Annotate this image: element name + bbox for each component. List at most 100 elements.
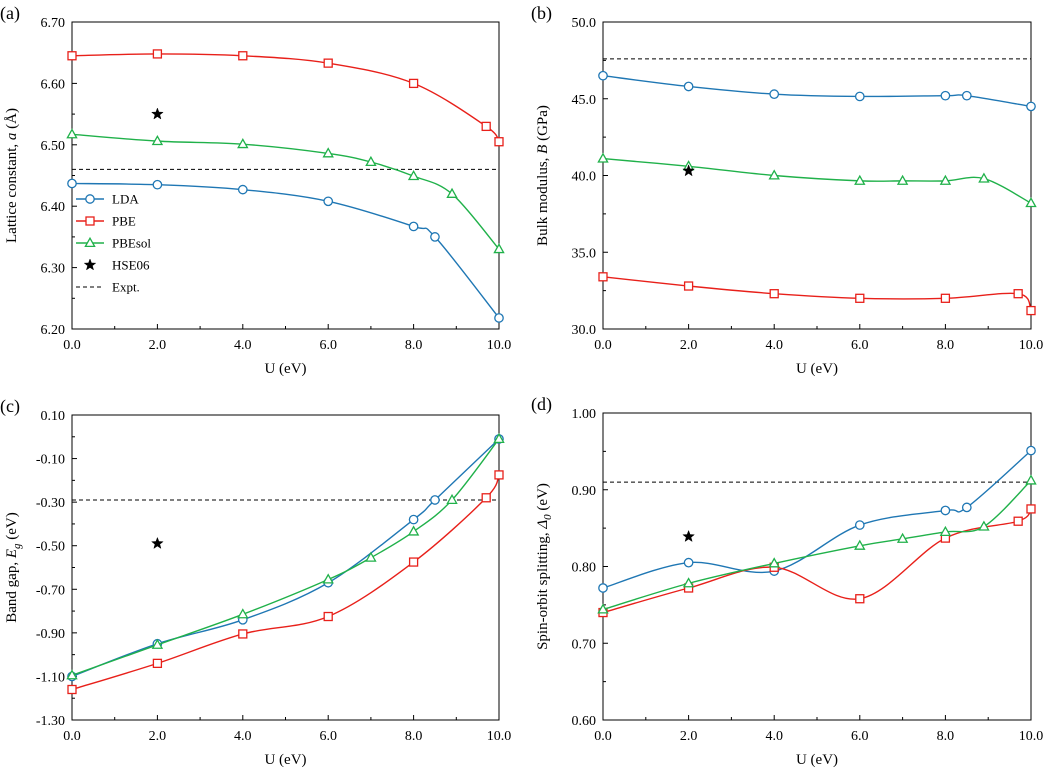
data-point-lda xyxy=(854,520,865,530)
data-point-pbe xyxy=(481,493,491,503)
x-tick-label: 6.0 xyxy=(851,338,869,353)
panel-a-lattice-constant: 0.0 2.0 4.0 6.0 8.0 10.0 6.20 6.30 6.40 6.50 6.60 6… xyxy=(0,3,511,377)
x-tick-label: 0.0 xyxy=(594,338,612,353)
data-point-pbe xyxy=(598,272,608,282)
data-point-pbesol xyxy=(939,525,952,537)
y-tick-label: 0.90 xyxy=(572,484,597,499)
x-tick-label: 8.0 xyxy=(937,338,955,353)
panel-label: (a) xyxy=(0,3,20,24)
data-point-pbe xyxy=(67,51,77,61)
data-point-pbe xyxy=(940,293,951,303)
data-point-lda xyxy=(598,583,608,593)
data-point-pbe xyxy=(323,58,333,68)
y-tick-label: 35.0 xyxy=(572,246,597,261)
x-tick-label: 6.0 xyxy=(319,729,337,744)
panel-d-spin-orbit-splitting: 0.0 2.0 4.0 6.0 8.0 10.0 0.60 0.70 0.80 0.90 1.00 U… xyxy=(531,394,1043,768)
legend-label-pbe: PBE xyxy=(112,214,136,229)
y-tick-label: -1.10 xyxy=(36,670,65,685)
data-point-lda xyxy=(1026,445,1036,456)
data-point-lda xyxy=(67,178,77,189)
data-point-pbesol xyxy=(365,551,377,562)
legend-swatch-marker-lda xyxy=(85,194,95,204)
legend-swatch-marker-pbesol xyxy=(84,236,96,248)
panel-label: (b) xyxy=(531,3,552,24)
data-point-lda xyxy=(494,313,504,323)
x-tick-label: 4.0 xyxy=(765,338,783,353)
data-point-pbe xyxy=(152,658,163,669)
data-point-pbe xyxy=(408,78,419,89)
data-point-pbesol xyxy=(446,493,458,505)
y-axis-label: Lattice constant, a (Å) xyxy=(4,108,20,243)
data-point-pbe xyxy=(481,121,491,132)
data-point-pbesol xyxy=(939,174,952,185)
y-tick-label: 6.50 xyxy=(41,139,66,154)
legend-label-hse06: HSE06 xyxy=(112,258,150,273)
y-axis-label: Band gap, Eg (eV) xyxy=(4,512,23,622)
data-point-pbesol xyxy=(66,669,78,680)
data-point-lda xyxy=(430,495,440,505)
x-axis-label: U (eV) xyxy=(796,361,838,377)
data-point-lda xyxy=(598,70,608,81)
x-tick-label: 2.0 xyxy=(680,338,698,353)
data-point-lda xyxy=(430,232,440,242)
data-point-lda xyxy=(1026,101,1036,112)
y-tick-label: 45.0 xyxy=(572,93,597,108)
legend-label-lda: LDA xyxy=(112,192,139,207)
series-line-pbe xyxy=(71,474,500,691)
data-point-lda xyxy=(961,502,972,513)
y-tick-label: -0.30 xyxy=(36,496,65,511)
data-point-pbesol xyxy=(66,128,78,139)
data-point-lda xyxy=(237,184,248,195)
y-tick-label: -0.90 xyxy=(36,627,65,642)
data-point-pbe xyxy=(238,629,248,639)
data-point-pbesol xyxy=(896,532,909,543)
y-tick-label: 0.10 xyxy=(41,409,66,424)
data-point-lda xyxy=(940,505,951,516)
legend-swatch-hse06 xyxy=(83,258,97,271)
series-line-pbe xyxy=(602,508,1032,614)
data-point-lda xyxy=(854,91,865,102)
data-point-pbe xyxy=(1013,289,1023,299)
data-point-pbesol xyxy=(237,608,249,619)
y-axis-label: Bulk modulus, B (GPa) xyxy=(535,105,551,246)
data-point-pbesol xyxy=(597,603,609,614)
data-point-pbesol xyxy=(322,573,334,584)
legend-label-expt: Expt. xyxy=(112,280,140,295)
x-tick-label: 4.0 xyxy=(765,729,783,744)
data-point-pbe xyxy=(683,281,694,291)
data-point-pbesol xyxy=(1025,474,1037,485)
x-tick-label: 4.0 xyxy=(234,338,252,353)
data-point-pbesol xyxy=(407,525,420,536)
y-tick-label: 0.70 xyxy=(572,637,597,652)
data-point-lda xyxy=(152,179,163,190)
data-point-pbesol xyxy=(1025,197,1037,208)
data-point-hse06 xyxy=(151,107,164,120)
x-tick-label: 0.0 xyxy=(63,729,81,744)
data-point-pbesol xyxy=(768,169,780,180)
y-tick-label: -0.70 xyxy=(36,583,65,598)
panel-label: (d) xyxy=(531,394,552,415)
legend: LDA PBE PBEsol HSE06 Expt. xyxy=(76,192,151,295)
x-tick-label: 10.0 xyxy=(487,729,512,744)
data-point-pbe xyxy=(152,49,163,59)
data-point-pbesol xyxy=(446,187,458,198)
data-point-lda xyxy=(940,90,951,101)
x-tick-label: 6.0 xyxy=(319,338,337,353)
x-tick-label: 0.0 xyxy=(63,338,81,353)
data-point-hse06 xyxy=(151,536,164,549)
series-line-lda xyxy=(71,438,500,678)
series-line-pbe xyxy=(602,276,1032,312)
data-point-pbesol xyxy=(151,638,164,649)
legend-swatch-marker-pbe xyxy=(85,216,95,226)
y-tick-label: 6.30 xyxy=(41,262,66,277)
x-tick-label: 8.0 xyxy=(405,729,423,744)
data-point-pbe xyxy=(323,611,333,622)
y-tick-label: 6.20 xyxy=(41,323,66,338)
y-tick-label: 6.70 xyxy=(41,16,66,31)
y-axis-label: Spin-orbit splitting, Δ0 (eV) xyxy=(535,483,554,650)
data-point-pbe xyxy=(769,289,779,299)
y-tick-label: 30.0 xyxy=(572,323,597,338)
y-tick-label: 6.40 xyxy=(41,200,66,215)
series-line-pbesol xyxy=(602,480,1032,611)
